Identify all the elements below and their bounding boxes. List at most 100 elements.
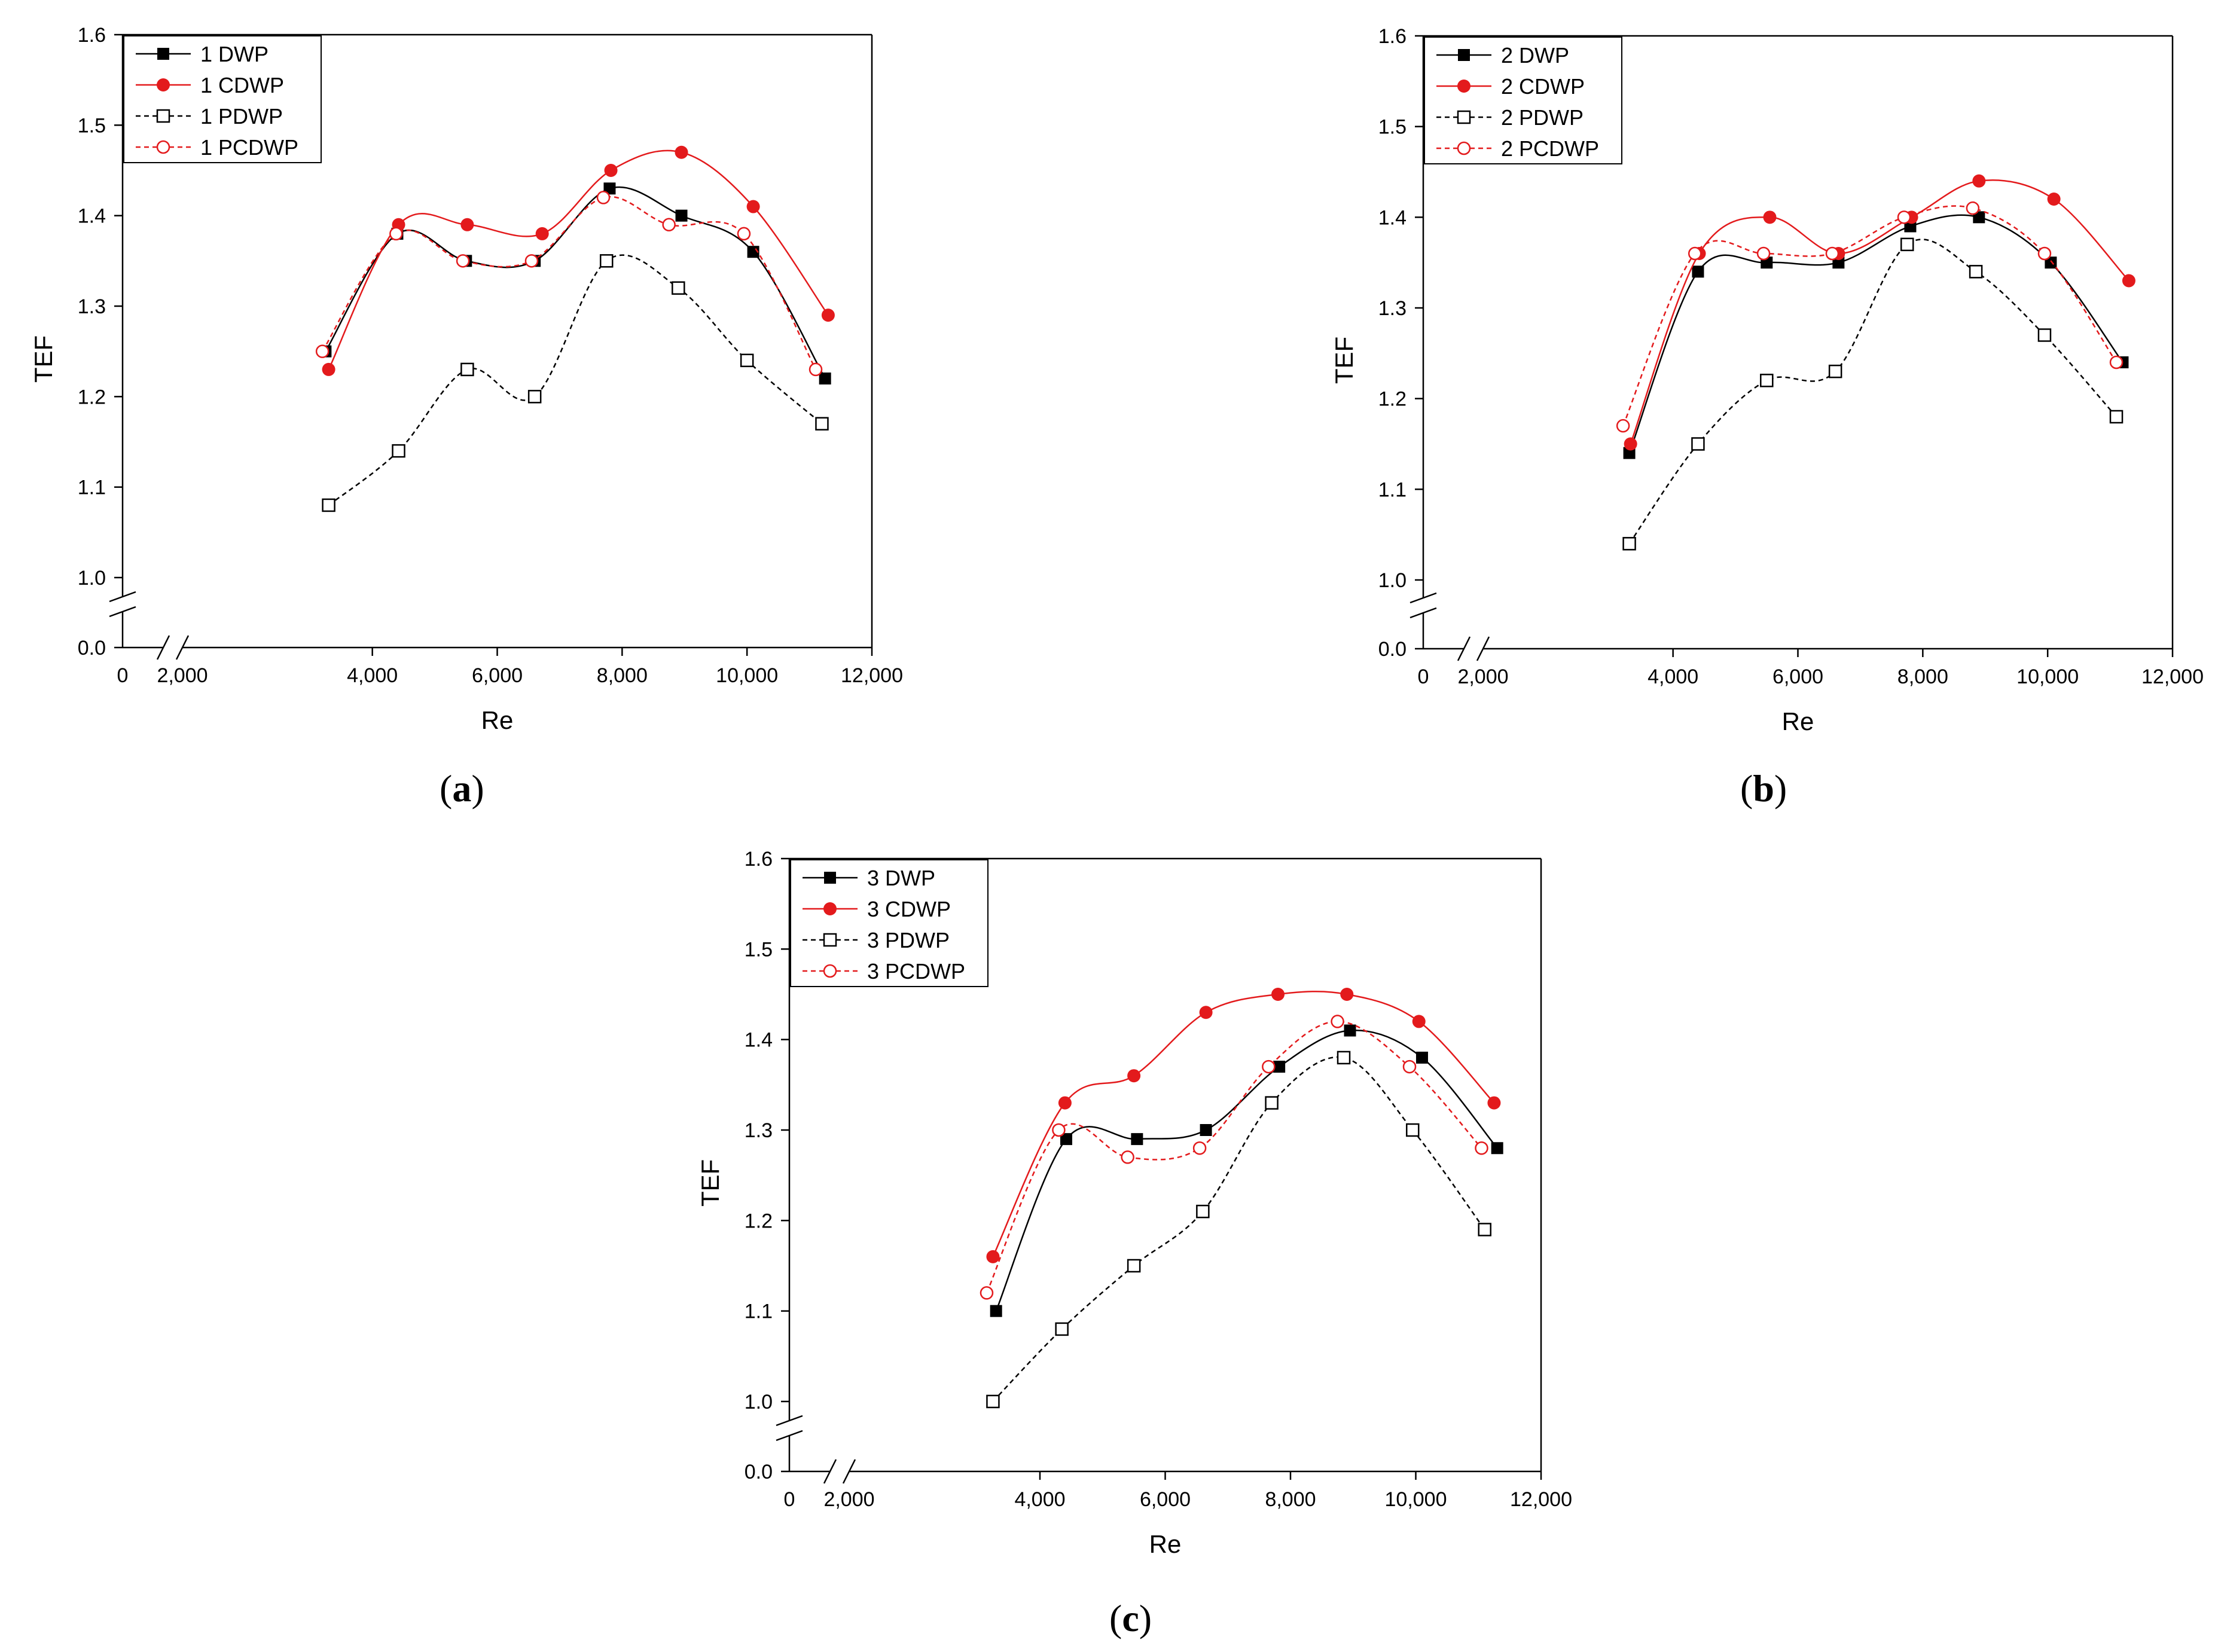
x-tick-label: 10,000 — [716, 664, 778, 687]
legend-label: 1 PCDWP — [200, 135, 298, 160]
data-point — [1121, 1150, 1134, 1164]
x-axis-break-mark — [156, 635, 170, 660]
x-tick-label: 4,000 — [1648, 665, 1698, 688]
y-tick-label: 1.1 — [1378, 478, 1407, 501]
x-tick-label: 0 — [1418, 665, 1429, 688]
series-1-cdwp — [322, 145, 835, 376]
y-tick-label: 1.0 — [1378, 569, 1407, 592]
data-point — [2037, 246, 2052, 261]
y-tick-label: 1.0 — [745, 1391, 773, 1413]
data-point — [990, 1305, 1002, 1317]
legend-label: 3 CDWP — [867, 897, 951, 921]
legend-label: 1 CDWP — [200, 73, 284, 97]
legend-box — [1424, 36, 1622, 164]
x-tick-label: 4,000 — [347, 664, 398, 687]
x-tick-label: 2,000 — [1457, 665, 1508, 688]
series-3-pdwp — [986, 1051, 1491, 1409]
legend-marker — [1457, 110, 1471, 124]
data-point — [2122, 274, 2135, 288]
legend-marker — [1457, 80, 1470, 93]
x-tick-label: 2,000 — [157, 664, 208, 687]
data-point — [322, 362, 335, 376]
y-tick-label: 1.3 — [1378, 297, 1407, 320]
panel-label-b: (b) — [1740, 767, 1787, 810]
y-axis-title: TEF — [29, 335, 57, 383]
x-tick-label: 6,000 — [1772, 665, 1823, 688]
data-point — [1127, 1259, 1141, 1273]
series-line — [328, 254, 823, 506]
chart-a: 1.0 1.1 1.2 1.3 1.4 1.5 1.6 0.0 0 4,000 6,000 8,000… — [29, 24, 903, 734]
panel-label-c: (c) — [1109, 1597, 1152, 1639]
legend: 3 DWP 3 CDWP 3 PDWP 3 PCDWP — [790, 859, 989, 987]
series-line — [1628, 239, 2117, 545]
data-point — [1271, 988, 1285, 1001]
data-point — [1969, 265, 1983, 279]
y-tick-label: 1.5 — [78, 114, 106, 137]
x-axis-title: Re — [1782, 707, 1814, 735]
data-point — [322, 498, 335, 512]
data-point — [1622, 537, 1636, 551]
y-axis-break-mark — [109, 591, 136, 603]
y-axis-title: TEF — [696, 1159, 724, 1207]
y-tick-label: 1.1 — [745, 1300, 773, 1323]
data-point — [456, 254, 470, 268]
x-tick-label: 2,000 — [823, 1488, 874, 1511]
data-point — [1475, 1141, 1488, 1155]
data-point — [527, 390, 542, 404]
data-point — [672, 281, 685, 295]
data-point — [2109, 355, 2124, 370]
y-tick-label: 1.6 — [745, 848, 773, 871]
x-tick-label: 6,000 — [1140, 1488, 1191, 1511]
series-line — [995, 1029, 1498, 1312]
data-point — [1127, 1069, 1141, 1083]
data-point — [1402, 1059, 1417, 1074]
x-tick-label: 8,000 — [1265, 1488, 1316, 1511]
data-point — [1478, 1223, 1491, 1236]
data-point — [1972, 174, 1986, 188]
data-point — [815, 417, 829, 430]
legend-label: 3 PDWP — [867, 928, 950, 952]
y-axis-break-mark — [1409, 607, 1437, 619]
legend-marker — [1457, 141, 1471, 155]
y-tick-label: 1.3 — [745, 1119, 773, 1142]
legend-label: 3 DWP — [867, 866, 935, 890]
legend-marker — [823, 964, 837, 978]
x-axis-break-mark — [823, 1459, 837, 1484]
legend-marker — [824, 872, 836, 884]
y-tick-label: 1.1 — [78, 477, 106, 499]
series-3-dwp — [990, 1024, 1503, 1317]
data-point — [2045, 256, 2057, 269]
chart-c: 1.0 1.1 1.2 1.3 1.4 1.5 1.6 0.0 0 4,000 6,000 8,000… — [696, 848, 1572, 1558]
x-axis-title: Re — [1149, 1530, 1182, 1558]
series-1-pdwp — [322, 254, 829, 512]
y-tick-label: 1.4 — [78, 205, 106, 228]
data-point — [1406, 1123, 1420, 1137]
series-line — [1622, 205, 2118, 426]
data-point — [460, 362, 474, 377]
data-point — [1415, 1051, 1428, 1064]
y-tick-label: 1.4 — [1378, 206, 1407, 229]
data-point — [524, 254, 539, 268]
data-point — [809, 362, 823, 377]
data-point — [1760, 374, 1774, 387]
data-point — [535, 227, 549, 240]
data-point — [1691, 437, 1705, 451]
x-tick-label: 0 — [117, 664, 129, 687]
y-axis-break-mark — [776, 1415, 803, 1427]
x-tick-label: 12,000 — [841, 664, 903, 687]
data-point — [1966, 201, 1980, 215]
x-tick-label: 0 — [784, 1488, 795, 1511]
x-axis-title: Re — [481, 706, 514, 734]
x-tick-label: 12,000 — [2141, 665, 2204, 688]
x-tick-label: 8,000 — [1897, 665, 1948, 688]
legend-label: 2 DWP — [1501, 43, 1569, 68]
data-point — [392, 444, 405, 458]
data-point — [603, 182, 616, 195]
y-axis-break-mark — [1409, 592, 1437, 604]
x-axis-break-mark — [1457, 636, 1471, 661]
data-point — [1973, 211, 1985, 224]
data-point — [604, 164, 618, 177]
data-point — [1052, 1123, 1066, 1137]
data-point — [1273, 1061, 1286, 1073]
data-point — [1825, 246, 1839, 261]
